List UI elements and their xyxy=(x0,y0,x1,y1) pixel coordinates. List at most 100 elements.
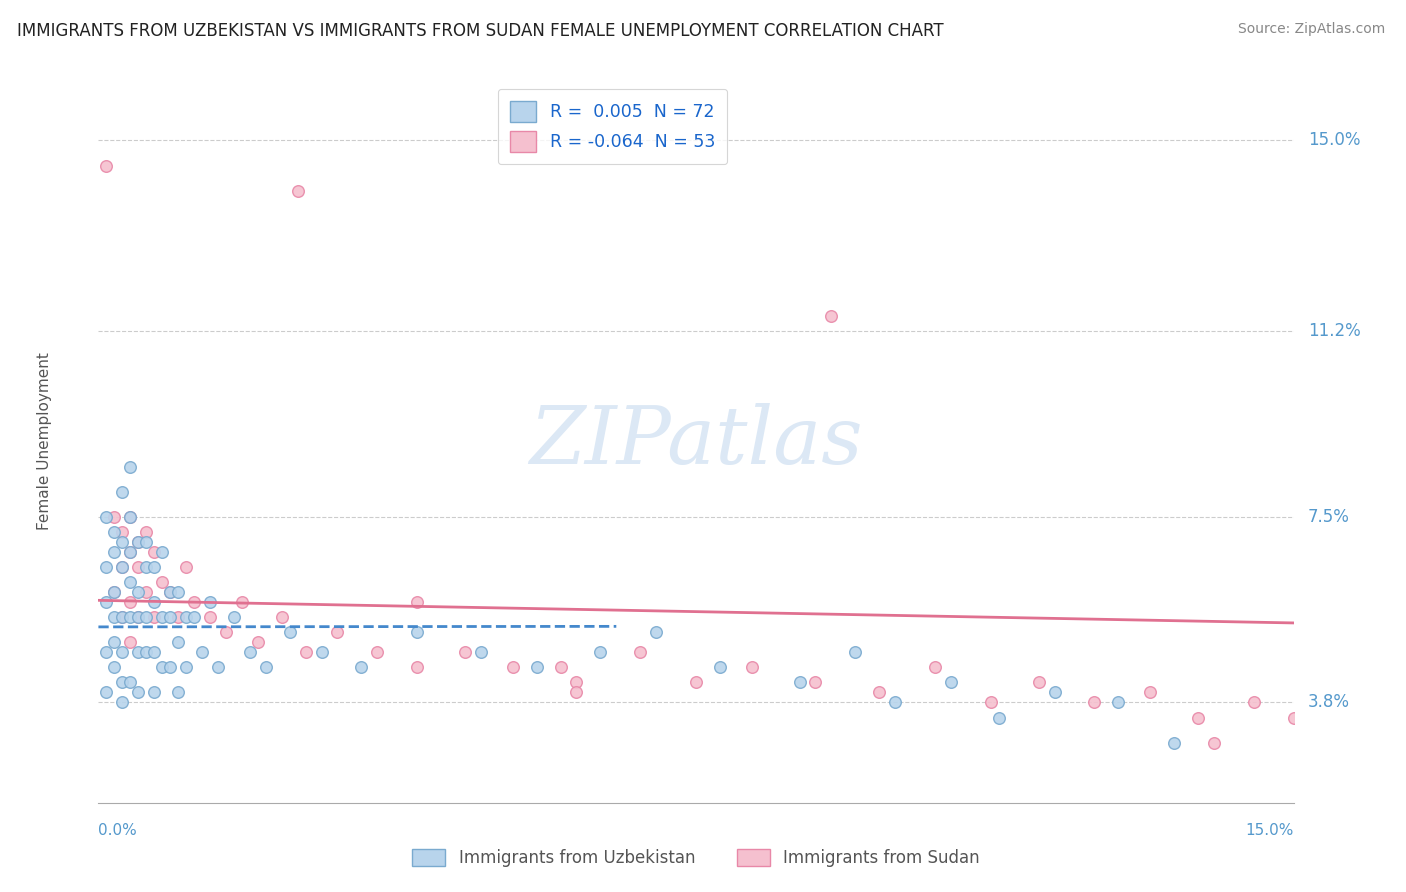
Point xyxy=(135,560,157,574)
Point xyxy=(127,645,149,659)
Point xyxy=(111,534,134,549)
Point xyxy=(820,309,842,323)
Point xyxy=(111,645,134,659)
Point xyxy=(103,635,125,649)
Point xyxy=(191,645,214,659)
Point xyxy=(103,610,125,624)
Point xyxy=(231,595,253,609)
Point xyxy=(143,560,166,574)
Point xyxy=(1028,675,1050,690)
Legend: Immigrants from Uzbekistan, Immigrants from Sudan: Immigrants from Uzbekistan, Immigrants f… xyxy=(405,842,987,874)
Point xyxy=(1043,685,1066,699)
Text: IMMIGRANTS FROM UZBEKISTAN VS IMMIGRANTS FROM SUDAN FEMALE UNEMPLOYMENT CORRELAT: IMMIGRANTS FROM UZBEKISTAN VS IMMIGRANTS… xyxy=(17,22,943,40)
Point xyxy=(96,595,118,609)
Point xyxy=(207,660,229,674)
Point xyxy=(120,635,142,649)
Point xyxy=(159,610,181,624)
Text: 0.0%: 0.0% xyxy=(98,823,138,838)
Point xyxy=(120,595,142,609)
Point xyxy=(96,685,118,699)
Point xyxy=(111,560,134,574)
Point xyxy=(239,645,262,659)
Point xyxy=(215,625,238,640)
Point xyxy=(589,645,612,659)
Text: 15.0%: 15.0% xyxy=(1308,131,1361,150)
Point xyxy=(143,545,166,559)
Point xyxy=(287,184,309,198)
Point xyxy=(565,685,588,699)
Point xyxy=(150,545,173,559)
Point xyxy=(127,685,149,699)
Point xyxy=(96,159,118,173)
Text: Female Unemployment: Female Unemployment xyxy=(37,352,52,531)
Point xyxy=(103,509,125,524)
Point xyxy=(143,645,166,659)
Point xyxy=(135,645,157,659)
Point xyxy=(254,660,277,674)
Point xyxy=(709,660,731,674)
Point xyxy=(167,610,190,624)
Point xyxy=(174,610,197,624)
Point xyxy=(135,585,157,599)
Point xyxy=(120,509,142,524)
Point xyxy=(502,660,524,674)
Point xyxy=(135,534,157,549)
Point xyxy=(120,509,142,524)
Point xyxy=(454,645,477,659)
Point xyxy=(1083,696,1105,710)
Point xyxy=(939,675,962,690)
Point xyxy=(406,595,429,609)
Point xyxy=(1202,735,1225,749)
Text: ZIPatlas: ZIPatlas xyxy=(529,403,863,480)
Point xyxy=(120,545,142,559)
Point xyxy=(127,534,149,549)
Point xyxy=(628,645,651,659)
Point xyxy=(924,660,946,674)
Point xyxy=(103,585,125,599)
Point xyxy=(980,696,1002,710)
Point xyxy=(246,635,269,649)
Point xyxy=(120,545,142,559)
Point xyxy=(127,585,149,599)
Point xyxy=(183,595,205,609)
Point xyxy=(526,660,548,674)
Point xyxy=(103,524,125,539)
Point xyxy=(127,534,149,549)
Point xyxy=(167,685,190,699)
Text: Source: ZipAtlas.com: Source: ZipAtlas.com xyxy=(1237,22,1385,37)
Point xyxy=(167,585,190,599)
Point xyxy=(159,585,181,599)
Point xyxy=(96,560,118,574)
Point xyxy=(120,610,142,624)
Text: 15.0%: 15.0% xyxy=(1246,823,1294,838)
Point xyxy=(1282,710,1305,724)
Point xyxy=(143,595,166,609)
Point xyxy=(143,685,166,699)
Point xyxy=(167,635,190,649)
Point xyxy=(103,660,125,674)
Point xyxy=(741,660,763,674)
Point xyxy=(550,660,572,674)
Point xyxy=(150,610,173,624)
Point xyxy=(294,645,316,659)
Point xyxy=(120,459,142,474)
Text: 7.5%: 7.5% xyxy=(1308,508,1350,525)
Point xyxy=(174,660,197,674)
Point xyxy=(868,685,890,699)
Point xyxy=(150,660,173,674)
Point xyxy=(111,610,134,624)
Point xyxy=(406,625,429,640)
Point xyxy=(103,585,125,599)
Point xyxy=(278,625,301,640)
Point xyxy=(159,585,181,599)
Point xyxy=(127,560,149,574)
Point xyxy=(198,595,221,609)
Point xyxy=(96,509,118,524)
Point xyxy=(120,675,142,690)
Point xyxy=(150,575,173,590)
Point xyxy=(174,560,197,574)
Point xyxy=(127,610,149,624)
Point xyxy=(111,610,134,624)
Point xyxy=(183,610,205,624)
Point xyxy=(565,675,588,690)
